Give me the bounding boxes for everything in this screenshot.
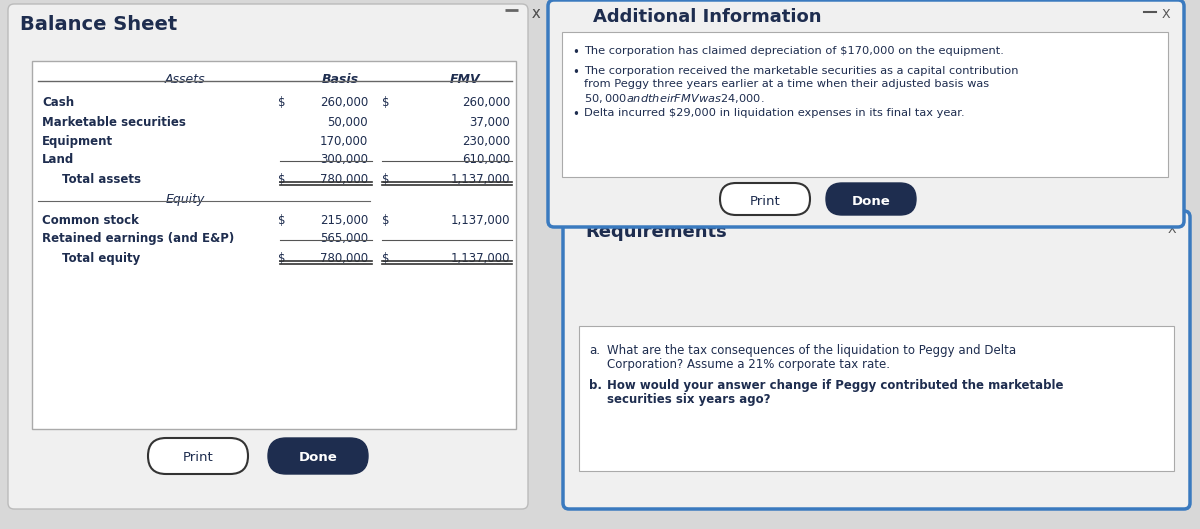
- Text: b.: b.: [589, 379, 602, 392]
- Text: Assets: Assets: [164, 73, 205, 86]
- Text: 1,137,000: 1,137,000: [450, 173, 510, 186]
- Text: 780,000: 780,000: [320, 173, 368, 186]
- Text: $: $: [382, 214, 390, 227]
- Text: $50,000 and their FMV was $24,000.: $50,000 and their FMV was $24,000.: [584, 92, 764, 105]
- FancyBboxPatch shape: [720, 183, 810, 215]
- FancyBboxPatch shape: [148, 438, 248, 474]
- Text: from Peggy three years earlier at a time when their adjusted basis was: from Peggy three years earlier at a time…: [584, 79, 989, 89]
- Text: a.: a.: [589, 344, 600, 357]
- FancyBboxPatch shape: [548, 0, 1184, 227]
- FancyBboxPatch shape: [8, 4, 528, 509]
- Text: 1,137,000: 1,137,000: [450, 214, 510, 227]
- Text: securities six years ago?: securities six years ago?: [607, 393, 770, 406]
- Text: 260,000: 260,000: [462, 96, 510, 109]
- FancyBboxPatch shape: [548, 0, 1184, 227]
- Text: from Peggy three years earlier at a time when their adjusted basis was: from Peggy three years earlier at a time…: [584, 79, 989, 89]
- Text: •: •: [572, 46, 578, 59]
- Text: Print: Print: [750, 195, 780, 208]
- Text: •: •: [572, 66, 578, 79]
- Text: Land: Land: [42, 153, 74, 166]
- Text: Requirements: Requirements: [586, 223, 727, 241]
- Text: 565,000: 565,000: [320, 232, 368, 245]
- Text: Corporation? Assume a 21% corporate tax rate.: Corporation? Assume a 21% corporate tax …: [607, 358, 890, 371]
- Text: Additional Information: Additional Information: [593, 8, 822, 26]
- Text: Done: Done: [299, 451, 337, 464]
- Text: X: X: [532, 8, 540, 21]
- Text: X: X: [532, 8, 540, 21]
- FancyBboxPatch shape: [826, 183, 916, 215]
- Text: X: X: [1168, 223, 1176, 236]
- Text: 37,000: 37,000: [469, 116, 510, 129]
- Text: •: •: [572, 108, 578, 121]
- Text: The corporation has claimed depreciation of $170,000 on the equipment.: The corporation has claimed depreciation…: [584, 46, 1004, 56]
- Bar: [562, 32, 1168, 177]
- Text: 300,000: 300,000: [320, 153, 368, 166]
- Text: Done: Done: [852, 195, 890, 208]
- Text: How would your answer change if Peggy contributed the marketable: How would your answer change if Peggy co…: [607, 379, 1063, 392]
- Text: 215,000: 215,000: [319, 214, 368, 227]
- Text: Total equity: Total equity: [62, 252, 140, 265]
- Text: X: X: [1162, 8, 1170, 21]
- Text: Delta incurred $29,000 in liquidation expenses in its final tax year.: Delta incurred $29,000 in liquidation ex…: [584, 108, 965, 118]
- Text: $: $: [278, 252, 286, 265]
- Text: Done: Done: [852, 195, 890, 208]
- Bar: [562, 32, 1168, 177]
- Text: •: •: [572, 46, 578, 59]
- Text: Basis: Basis: [322, 73, 359, 86]
- Text: The corporation received the marketable securities as a capital contribution: The corporation received the marketable …: [584, 66, 1019, 76]
- FancyBboxPatch shape: [826, 183, 916, 215]
- Text: 260,000: 260,000: [319, 96, 368, 109]
- Text: Balance Sheet: Balance Sheet: [20, 15, 178, 34]
- Text: 610,000: 610,000: [462, 153, 510, 166]
- Text: $: $: [382, 252, 390, 265]
- FancyBboxPatch shape: [720, 183, 810, 215]
- Text: Equity: Equity: [166, 193, 205, 206]
- Text: Common stock: Common stock: [42, 214, 139, 227]
- Bar: [32, 61, 516, 429]
- Text: $: $: [382, 96, 390, 109]
- Text: Total assets: Total assets: [62, 173, 142, 186]
- Text: Delta incurred $29,000 in liquidation expenses in its final tax year.: Delta incurred $29,000 in liquidation ex…: [584, 108, 965, 118]
- Text: 170,000: 170,000: [319, 135, 368, 148]
- Bar: [580, 326, 1174, 471]
- FancyBboxPatch shape: [268, 438, 368, 474]
- Text: •: •: [572, 108, 578, 121]
- Text: FMV: FMV: [450, 73, 480, 86]
- Text: $: $: [382, 173, 390, 186]
- Text: Retained earnings (and E&P): Retained earnings (and E&P): [42, 232, 234, 245]
- Text: 1,137,000: 1,137,000: [450, 252, 510, 265]
- Text: X: X: [1162, 8, 1170, 21]
- Text: What are the tax consequences of the liquidation to Peggy and Delta: What are the tax consequences of the liq…: [607, 344, 1016, 357]
- Text: $50,000 and their FMV was $24,000.: $50,000 and their FMV was $24,000.: [584, 92, 764, 105]
- Text: 780,000: 780,000: [320, 252, 368, 265]
- Text: Print: Print: [182, 451, 214, 464]
- Text: 50,000: 50,000: [328, 116, 368, 129]
- Text: $: $: [278, 214, 286, 227]
- Text: Marketable securities: Marketable securities: [42, 116, 186, 129]
- Text: 230,000: 230,000: [462, 135, 510, 148]
- Text: $: $: [278, 96, 286, 109]
- FancyBboxPatch shape: [563, 211, 1190, 509]
- Text: The corporation received the marketable securities as a capital contribution: The corporation received the marketable …: [584, 66, 1019, 76]
- Text: The corporation has claimed depreciation of $170,000 on the equipment.: The corporation has claimed depreciation…: [584, 46, 1004, 56]
- Text: Print: Print: [750, 195, 780, 208]
- Text: Equipment: Equipment: [42, 135, 113, 148]
- Text: •: •: [572, 66, 578, 79]
- Text: $: $: [278, 173, 286, 186]
- Text: Additional Information: Additional Information: [593, 8, 822, 26]
- Text: Cash: Cash: [42, 96, 74, 109]
